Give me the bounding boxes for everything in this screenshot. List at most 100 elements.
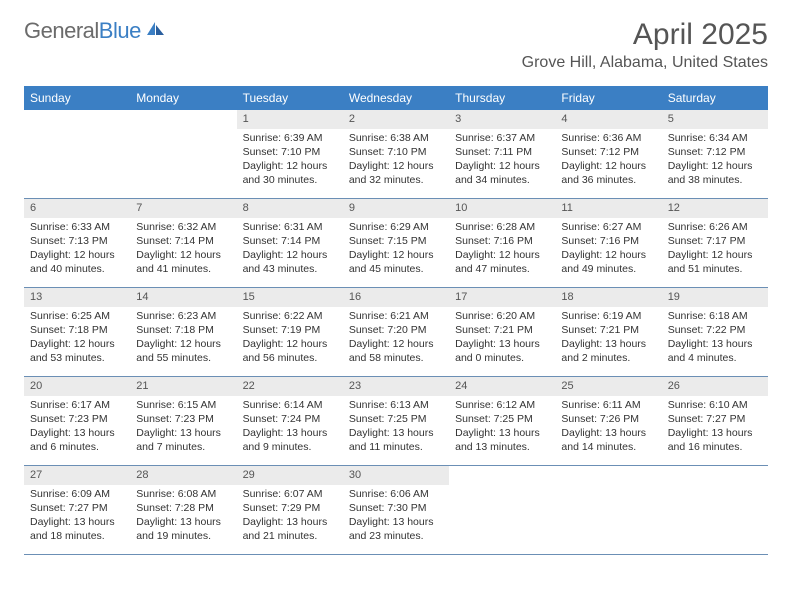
sunset-text: Sunset: 7:21 PM (561, 323, 655, 337)
sunrise-text: Sunrise: 6:38 AM (349, 131, 443, 145)
sunrise-text: Sunrise: 6:31 AM (243, 220, 337, 234)
day-cell: 25Sunrise: 6:11 AMSunset: 7:26 PMDayligh… (555, 377, 661, 465)
day-body (555, 485, 661, 491)
day-body (662, 485, 768, 491)
day-cell: 28Sunrise: 6:08 AMSunset: 7:28 PMDayligh… (130, 466, 236, 554)
day-number: 27 (24, 466, 130, 485)
day-cell: 6Sunrise: 6:33 AMSunset: 7:13 PMDaylight… (24, 199, 130, 287)
sunset-text: Sunset: 7:25 PM (349, 412, 443, 426)
daylight-text: Daylight: 12 hours and 55 minutes. (136, 337, 230, 365)
daylight-text: Daylight: 12 hours and 56 minutes. (243, 337, 337, 365)
sunrise-text: Sunrise: 6:18 AM (668, 309, 762, 323)
daylight-text: Daylight: 13 hours and 19 minutes. (136, 515, 230, 543)
day-body: Sunrise: 6:21 AMSunset: 7:20 PMDaylight:… (343, 307, 449, 370)
day-body: Sunrise: 6:11 AMSunset: 7:26 PMDaylight:… (555, 396, 661, 459)
weeks-container: 1Sunrise: 6:39 AMSunset: 7:10 PMDaylight… (24, 110, 768, 555)
sunset-text: Sunset: 7:12 PM (668, 145, 762, 159)
sunrise-text: Sunrise: 6:32 AM (136, 220, 230, 234)
sunset-text: Sunset: 7:17 PM (668, 234, 762, 248)
day-cell: 10Sunrise: 6:28 AMSunset: 7:16 PMDayligh… (449, 199, 555, 287)
daylight-text: Daylight: 12 hours and 34 minutes. (455, 159, 549, 187)
day-number: 23 (343, 377, 449, 396)
day-number: 8 (237, 199, 343, 218)
sunset-text: Sunset: 7:10 PM (243, 145, 337, 159)
sunset-text: Sunset: 7:13 PM (30, 234, 124, 248)
sunrise-text: Sunrise: 6:15 AM (136, 398, 230, 412)
day-cell (24, 110, 130, 198)
daylight-text: Daylight: 12 hours and 38 minutes. (668, 159, 762, 187)
sunrise-text: Sunrise: 6:25 AM (30, 309, 124, 323)
day-number: 24 (449, 377, 555, 396)
daylight-text: Daylight: 13 hours and 7 minutes. (136, 426, 230, 454)
day-cell: 3 Sunrise: 6:37 AMSunset: 7:11 PMDaylight… (449, 110, 555, 198)
day-cell: 21Sunrise: 6:15 AMSunset: 7:23 PMDayligh… (130, 377, 236, 465)
day-number: 4 (555, 110, 661, 129)
daylight-text: Daylight: 12 hours and 47 minutes. (455, 248, 549, 276)
sunset-text: Sunset: 7:27 PM (30, 501, 124, 515)
day-number: 21 (130, 377, 236, 396)
sunset-text: Sunset: 7:26 PM (561, 412, 655, 426)
daylight-text: Daylight: 13 hours and 23 minutes. (349, 515, 443, 543)
day-body: Sunrise: 6:20 AMSunset: 7:21 PMDaylight:… (449, 307, 555, 370)
day-cell: 30Sunrise: 6:06 AMSunset: 7:30 PMDayligh… (343, 466, 449, 554)
sail-icon (145, 20, 167, 43)
sunset-text: Sunset: 7:16 PM (455, 234, 549, 248)
day-cell: 14Sunrise: 6:23 AMSunset: 7:18 PMDayligh… (130, 288, 236, 376)
daylight-text: Daylight: 12 hours and 32 minutes. (349, 159, 443, 187)
sunset-text: Sunset: 7:27 PM (668, 412, 762, 426)
sunrise-text: Sunrise: 6:37 AM (455, 131, 549, 145)
logo-text: GeneralBlue (24, 18, 141, 44)
week-row: 1Sunrise: 6:39 AMSunset: 7:10 PMDaylight… (24, 110, 768, 199)
sunset-text: Sunset: 7:20 PM (349, 323, 443, 337)
sunset-text: Sunset: 7:23 PM (30, 412, 124, 426)
day-number: 29 (237, 466, 343, 485)
day-header-row: SundayMondayTuesdayWednesdayThursdayFrid… (24, 86, 768, 110)
sunrise-text: Sunrise: 6:33 AM (30, 220, 124, 234)
day-cell: 13Sunrise: 6:25 AMSunset: 7:18 PMDayligh… (24, 288, 130, 376)
daylight-text: Daylight: 12 hours and 36 minutes. (561, 159, 655, 187)
daylight-text: Daylight: 12 hours and 49 minutes. (561, 248, 655, 276)
logo-text-blue: Blue (99, 18, 141, 43)
day-number: 10 (449, 199, 555, 218)
day-cell: 26Sunrise: 6:10 AMSunset: 7:27 PMDayligh… (662, 377, 768, 465)
day-number: 22 (237, 377, 343, 396)
week-row: 20Sunrise: 6:17 AMSunset: 7:23 PMDayligh… (24, 377, 768, 466)
day-header: Saturday (662, 86, 768, 110)
daylight-text: Daylight: 12 hours and 58 minutes. (349, 337, 443, 365)
week-row: 13 Sunrise: 6:25 AMSunset: 7:18 PM Dayligh… (24, 288, 768, 377)
day-body: Sunrise: 6:14 AMSunset: 7:24 PMDaylight:… (237, 396, 343, 459)
day-cell (449, 466, 555, 554)
day-cell: 22Sunrise: 6:14 AMSunset: 7:24 PMDayligh… (237, 377, 343, 465)
calendar: SundayMondayTuesdayWednesdayThursdayFrid… (24, 86, 768, 555)
day-number: 13 (24, 288, 130, 307)
sunset-text: Sunset: 7:21 PM (455, 323, 549, 337)
sunset-text: Sunset: 7:18 PM (30, 323, 124, 337)
day-number: 25 (555, 377, 661, 396)
day-cell: 29Sunrise: 6:07 AMSunset: 7:29 PMDayligh… (237, 466, 343, 554)
day-body (130, 129, 236, 135)
sunrise-text: Sunrise: 6:17 AM (30, 398, 124, 412)
day-body: Sunrise: 6:36 AMSunset: 7:12 PMDaylight:… (555, 129, 661, 192)
day-cell: 11Sunrise: 6:27 AMSunset: 7:16 PMDayligh… (555, 199, 661, 287)
sunset-text: Sunset: 7:11 PM (455, 145, 549, 159)
day-body: Sunrise: 6:29 AMSunset: 7:15 PMDaylight:… (343, 218, 449, 281)
day-body: Sunrise: 6:15 AMSunset: 7:23 PMDaylight:… (130, 396, 236, 459)
day-number: 19 (662, 288, 768, 307)
sunrise-text: Sunrise: 6:27 AM (561, 220, 655, 234)
day-cell: 2Sunrise: 6:38 AMSunset: 7:10 PMDaylight… (343, 110, 449, 198)
day-header: Tuesday (237, 86, 343, 110)
day-body: Sunrise: 6:23 AMSunset: 7:18 PMDaylight:… (130, 307, 236, 370)
day-cell: 18Sunrise: 6:19 AMSunset: 7:21 PMDayligh… (555, 288, 661, 376)
day-body: Sunrise: 6:07 AMSunset: 7:29 PMDaylight:… (237, 485, 343, 548)
sunset-text: Sunset: 7:14 PM (136, 234, 230, 248)
sunset-text: Sunset: 7:25 PM (455, 412, 549, 426)
sunrise-text: Sunrise: 6:10 AM (668, 398, 762, 412)
daylight-text: Daylight: 12 hours and 51 minutes. (668, 248, 762, 276)
day-cell: 8Sunrise: 6:31 AMSunset: 7:14 PMDaylight… (237, 199, 343, 287)
sunrise-text: Sunrise: 6:06 AM (349, 487, 443, 501)
daylight-text: Daylight: 13 hours and 0 minutes. (455, 337, 549, 365)
day-number: 3 (449, 110, 555, 129)
day-body: Sunrise: 6:06 AMSunset: 7:30 PMDaylight:… (343, 485, 449, 548)
sunrise-text: Sunrise: 6:07 AM (243, 487, 337, 501)
day-cell: 23Sunrise: 6:13 AMSunset: 7:25 PMDayligh… (343, 377, 449, 465)
